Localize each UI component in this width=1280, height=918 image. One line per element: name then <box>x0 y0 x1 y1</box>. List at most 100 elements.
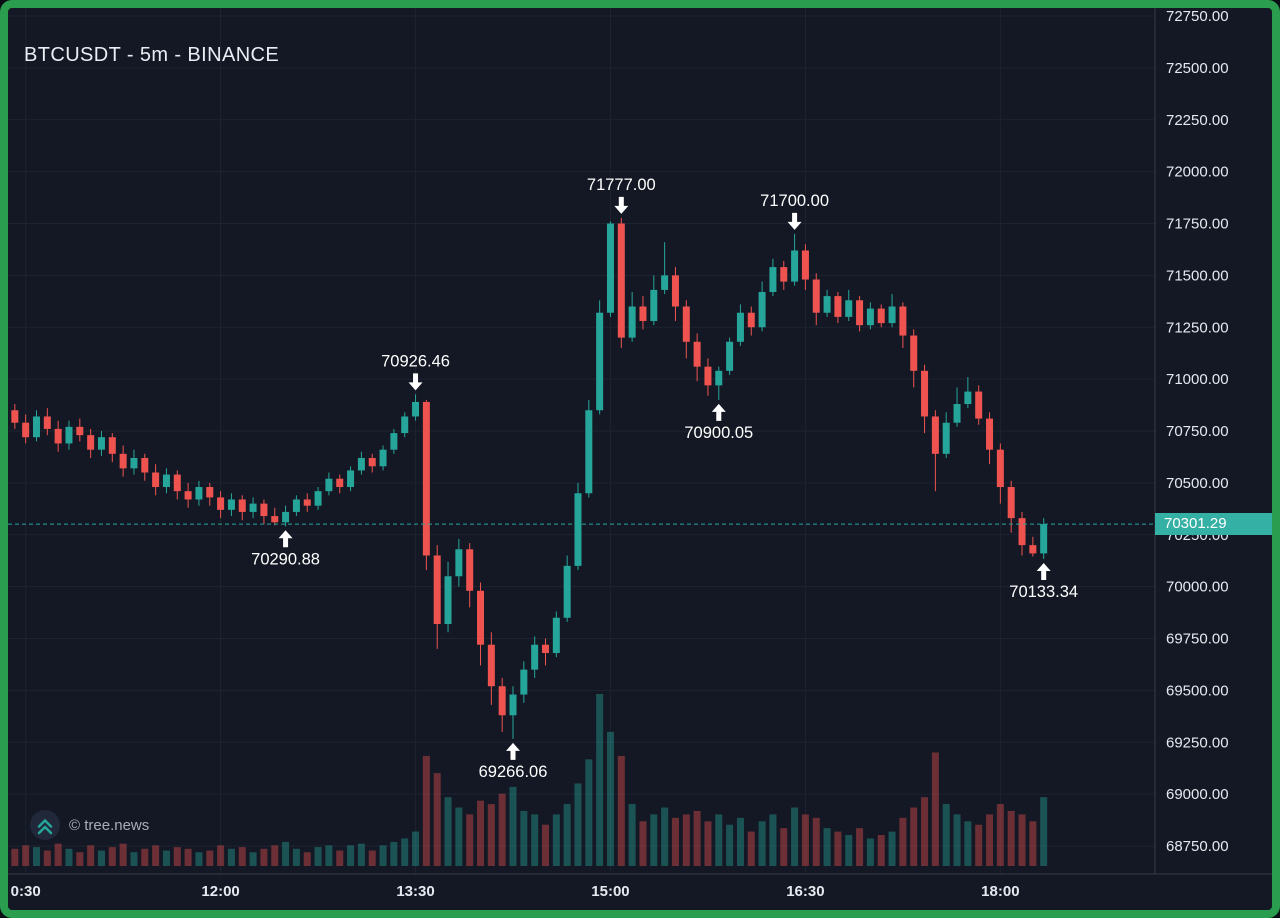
candle-body <box>455 549 463 577</box>
volume-bar <box>32 847 40 866</box>
y-axis-label: 68750.00 <box>1166 838 1229 855</box>
candle-body <box>650 289 658 322</box>
candle-body <box>628 306 636 338</box>
volume-bar <box>206 850 214 866</box>
volume-bar <box>162 850 170 866</box>
candle-body <box>888 306 896 324</box>
annotation-label: 70290.88 <box>251 550 320 568</box>
candle-body <box>141 457 149 473</box>
chart-title: BTCUSDT - 5m - BINANCE <box>24 44 280 66</box>
candle-body <box>152 472 160 488</box>
volume-bar <box>726 824 734 866</box>
candle-body <box>693 341 701 367</box>
candlestick-chart[interactable]: 70290.88 70926.46 69266.06 71777.00 70900.05… <box>8 8 1272 910</box>
x-axis-label: 16:30 <box>786 883 824 900</box>
candle-body <box>347 470 355 488</box>
x-axis-label: 12:00 <box>201 883 239 900</box>
volume-bar <box>390 841 398 866</box>
annotation-label: 70926.46 <box>381 352 450 370</box>
volume-bar <box>195 852 203 866</box>
volume-bar <box>953 814 961 866</box>
candle-body <box>953 404 961 423</box>
volume-bar <box>801 814 809 866</box>
y-axis-label: 69500.00 <box>1166 682 1229 699</box>
y-axis-label: 71750.00 <box>1166 216 1229 233</box>
volume-bar <box>1007 810 1015 866</box>
volume-bar <box>260 848 268 866</box>
volume-bar <box>596 694 604 866</box>
candle-body <box>498 686 506 716</box>
candle-body <box>22 422 30 438</box>
volume-bar <box>487 804 495 866</box>
candle-body <box>390 433 398 450</box>
candle-body <box>996 449 1004 488</box>
volume-bar <box>466 814 474 866</box>
candle-body <box>433 555 441 624</box>
volume-bar <box>217 845 225 866</box>
candle-body <box>292 499 300 512</box>
candle-body <box>54 428 62 444</box>
volume-bar <box>22 845 30 866</box>
watermark: © tree.news <box>30 810 149 840</box>
candle-body <box>108 437 116 454</box>
y-axis-label: 71000.00 <box>1166 371 1229 388</box>
candle-body <box>552 617 560 654</box>
candle-body <box>942 422 950 454</box>
volume-bar <box>422 755 430 866</box>
y-axis-label: 72250.00 <box>1166 112 1229 129</box>
candle-body <box>520 669 528 695</box>
volume-bar <box>87 845 95 866</box>
volume-bar <box>379 845 387 866</box>
candle-body <box>726 341 734 371</box>
volume-bar <box>996 804 1004 866</box>
candle-body <box>866 308 874 326</box>
y-axis-label: 72500.00 <box>1166 60 1229 77</box>
candle-body <box>931 416 939 454</box>
candle-body <box>758 291 766 328</box>
volume-bar <box>758 821 766 866</box>
volume-bar <box>769 814 777 866</box>
volume-bar <box>823 828 831 866</box>
volume-bar <box>910 807 918 866</box>
x-axis-label: 18:00 <box>981 883 1019 900</box>
volume-bar <box>520 810 528 866</box>
volume-bar <box>173 847 181 866</box>
candle-body <box>76 426 84 436</box>
candle-body <box>736 312 744 342</box>
volume-bar <box>877 835 885 866</box>
candle-body <box>596 312 604 411</box>
volume-bar <box>509 786 517 866</box>
y-axis-label: 72000.00 <box>1166 164 1229 181</box>
candle-body <box>1029 545 1037 554</box>
volume-bar <box>282 841 290 866</box>
volume-bar <box>152 845 160 866</box>
candle-body <box>791 250 799 282</box>
candle-body <box>444 576 452 624</box>
candle-body <box>682 306 690 342</box>
candle-body <box>249 503 257 512</box>
volume-bar <box>314 847 322 866</box>
candle-body <box>130 457 138 469</box>
candle-body <box>542 644 549 654</box>
volume-bar <box>606 731 614 866</box>
volume-bar <box>650 814 658 866</box>
volume-bar <box>1040 797 1048 866</box>
candle-body <box>325 478 333 492</box>
candle-body <box>715 370 723 386</box>
volume-bar <box>715 814 723 866</box>
volume-bar <box>336 850 344 866</box>
y-axis-label: 71500.00 <box>1166 267 1229 284</box>
candle-body <box>195 487 203 500</box>
volume-bar <box>866 838 874 866</box>
annotation-label: 71777.00 <box>587 176 656 194</box>
candle-body <box>412 401 420 417</box>
candle-body <box>531 644 539 670</box>
candle-body <box>162 474 170 488</box>
volume-bar <box>736 817 744 866</box>
annotation-label: 70133.34 <box>1009 583 1078 601</box>
volume-bar <box>542 824 549 866</box>
candle-body <box>422 401 430 556</box>
candle-body <box>227 499 235 510</box>
candle-body <box>877 308 885 324</box>
